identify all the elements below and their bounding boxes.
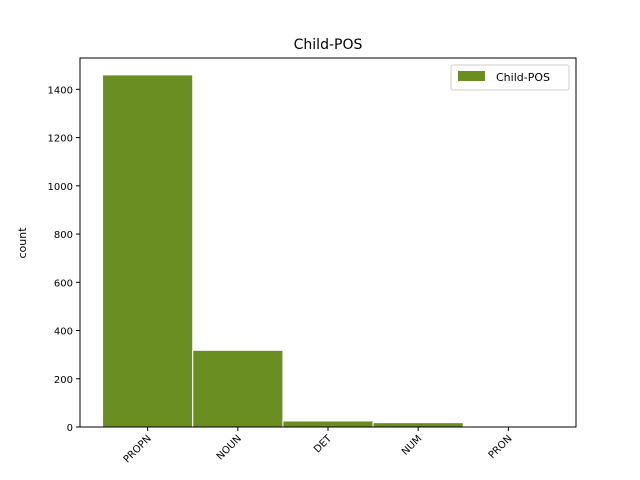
bars-group (102, 74, 554, 428)
y-tick-label: 600 (54, 278, 73, 289)
legend-label: Child-POS (496, 71, 550, 84)
bar-noun (192, 349, 284, 428)
x-tick-label-noun: NOUN (215, 433, 244, 462)
y-tick-label: 0 (67, 423, 73, 434)
x-tick-label-propn: PROPN (122, 433, 154, 465)
x-tick-label-pron: PRON (487, 433, 515, 461)
y-axis-ticks: 0 200 400 600 800 1000 1200 1400 (48, 85, 80, 434)
y-axis-label: count (16, 227, 29, 259)
y-tick-label: 1200 (48, 134, 73, 145)
x-axis-ticks: PROPN NOUN DET NUM PRON (122, 427, 515, 465)
y-tick-label: 200 (54, 375, 73, 386)
bar-det (282, 420, 374, 428)
legend: Child-POS (450, 64, 570, 91)
y-tick-label: 400 (54, 327, 73, 338)
x-tick-label-det: DET (312, 433, 335, 456)
legend-swatch (458, 71, 485, 81)
chart-title: Child-POS (294, 37, 363, 53)
y-tick-label: 1400 (48, 85, 73, 96)
bar-propn (102, 74, 194, 428)
x-tick-label-num: NUM (400, 433, 424, 457)
y-tick-label: 800 (54, 230, 73, 241)
bar-num (372, 422, 464, 428)
y-tick-label: 1000 (48, 182, 73, 193)
